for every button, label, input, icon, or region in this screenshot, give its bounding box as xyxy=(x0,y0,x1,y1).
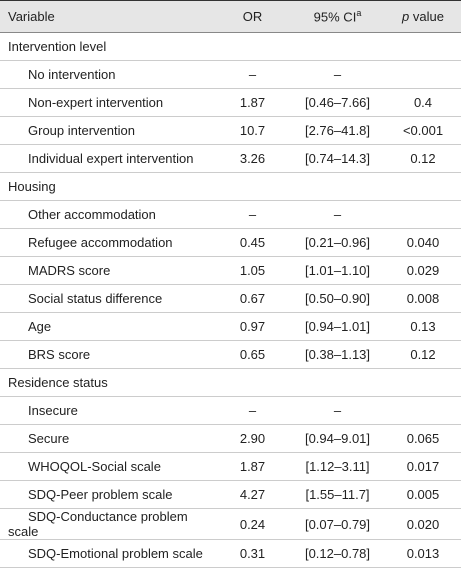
ci-cell: – xyxy=(290,200,385,229)
data-row: No intervention – – xyxy=(0,60,461,89)
header-cell: 95% CIa xyxy=(290,0,385,33)
data-row: Individual expert intervention 3.26 [0.74–… xyxy=(0,144,461,173)
or-cell: 1.87 xyxy=(215,452,290,481)
data-row: Insecure – – xyxy=(0,396,461,425)
or-cell: 1.05 xyxy=(215,256,290,285)
or-cell: 10.7 xyxy=(215,116,290,145)
or-cell: – xyxy=(215,200,290,229)
header-text: 95% CI xyxy=(313,9,357,25)
data-row: BRS score 0.65 [0.38–1.13] 0.12 xyxy=(0,340,461,369)
p-cell: 0.065 xyxy=(385,424,461,453)
data-row: SDQ-Peer problem scale 4.27 [1.55–11.7] 0.0… xyxy=(0,480,461,509)
or-cell: 0.31 xyxy=(215,539,290,568)
data-row: MADRS score 1.05 [1.01–1.10] 0.029 xyxy=(0,256,461,285)
section-row: Intervention level xyxy=(0,32,461,61)
variable-cell: Other accommodation xyxy=(0,200,215,229)
variable-cell: Refugee accommodation xyxy=(0,228,215,257)
ci-cell: [0.94–9.01] xyxy=(290,424,385,453)
data-row: WHOQOL-Social scale 1.87 [1.12–3.11] 0.017 xyxy=(0,452,461,481)
section-row: Residence status xyxy=(0,368,461,397)
variable-cell: Insecure xyxy=(0,396,215,425)
header-text: value xyxy=(412,9,444,24)
ci-cell: [0.07–0.79] xyxy=(290,508,385,540)
p-cell: 0.020 xyxy=(385,508,461,540)
footnote-marker: a xyxy=(356,8,362,19)
p-cell: 0.017 xyxy=(385,452,461,481)
section-title: Housing xyxy=(0,172,461,201)
ci-cell: [0.94–1.01] xyxy=(290,312,385,341)
p-cell: 0.013 xyxy=(385,539,461,568)
or-cell: 3.26 xyxy=(215,144,290,173)
p-cell: 0.13 xyxy=(385,312,461,341)
ci-cell: [0.46–7.66] xyxy=(290,88,385,117)
or-cell: 1.87 xyxy=(215,88,290,117)
variable-cell: MADRS score xyxy=(0,256,215,285)
ci-cell: [0.50–0.90] xyxy=(290,284,385,313)
p-cell xyxy=(385,200,461,229)
p-cell: <0.001 xyxy=(385,116,461,145)
section-title: Intervention level xyxy=(0,32,461,61)
p-cell: 0.008 xyxy=(385,284,461,313)
data-row: Other accommodation – – xyxy=(0,200,461,229)
ci-cell: [0.38–1.13] xyxy=(290,340,385,369)
ci-cell: [1.12–3.11] xyxy=(290,452,385,481)
variable-cell: No intervention xyxy=(0,60,215,89)
or-cell: 4.27 xyxy=(215,480,290,509)
table-body: Intervention level No intervention – – Non-e… xyxy=(0,32,461,568)
variable-cell: Individual expert intervention xyxy=(0,144,215,173)
data-row: Non-expert intervention 1.87 [0.46–7.66] 0.… xyxy=(0,88,461,117)
p-cell: 0.040 xyxy=(385,228,461,257)
header-cell: p value xyxy=(385,0,461,33)
data-row: Refugee accommodation 0.45 [0.21–0.96] 0.04… xyxy=(0,228,461,257)
or-cell: – xyxy=(215,396,290,425)
section-row: Housing xyxy=(0,172,461,201)
ci-cell: [2.76–41.8] xyxy=(290,116,385,145)
header-cell: Variable xyxy=(0,0,215,33)
ci-cell: – xyxy=(290,396,385,425)
data-row: Secure 2.90 [0.94–9.01] 0.065 xyxy=(0,424,461,453)
variable-cell: Secure xyxy=(0,424,215,453)
p-cell: 0.12 xyxy=(385,144,461,173)
variable-cell: SDQ-Emotional problem scale xyxy=(0,539,215,568)
variable-cell: SDQ-Peer problem scale xyxy=(0,480,215,509)
ci-cell: [1.01–1.10] xyxy=(290,256,385,285)
ci-cell: [0.12–0.78] xyxy=(290,539,385,568)
p-cell: 0.4 xyxy=(385,88,461,117)
p-cell: 0.12 xyxy=(385,340,461,369)
ci-cell: [0.21–0.96] xyxy=(290,228,385,257)
header-italic: p xyxy=(402,9,410,24)
p-cell: 0.029 xyxy=(385,256,461,285)
section-title: Residence status xyxy=(0,368,461,397)
or-cell: 0.24 xyxy=(215,508,290,540)
variable-cell: SDQ-Conductance problem scale xyxy=(0,508,215,540)
data-row: SDQ-Emotional problem scale 0.31 [0.12–0.7… xyxy=(0,539,461,568)
header-cell: OR xyxy=(215,0,290,33)
data-row: Group intervention 10.7 [2.76–41.8] <0.001 xyxy=(0,116,461,145)
data-row: Social status difference 0.67 [0.50–0.90] 0… xyxy=(0,284,461,313)
p-cell xyxy=(385,60,461,89)
or-cell: 0.97 xyxy=(215,312,290,341)
p-cell: 0.005 xyxy=(385,480,461,509)
variable-cell: WHOQOL-Social scale xyxy=(0,452,215,481)
variable-cell: BRS score xyxy=(0,340,215,369)
or-cell: 0.67 xyxy=(215,284,290,313)
variable-cell: Age xyxy=(0,312,215,341)
or-cell: – xyxy=(215,60,290,89)
header-row: Variable OR 95% CIa p value xyxy=(0,0,461,33)
variable-cell: Group intervention xyxy=(0,116,215,145)
data-row: Age 0.97 [0.94–1.01] 0.13 xyxy=(0,312,461,341)
or-cell: 0.65 xyxy=(215,340,290,369)
ci-cell: [0.74–14.3] xyxy=(290,144,385,173)
or-cell: 0.45 xyxy=(215,228,290,257)
ci-cell: – xyxy=(290,60,385,89)
variable-cell: Non-expert intervention xyxy=(0,88,215,117)
p-cell xyxy=(385,396,461,425)
variable-cell: Social status difference xyxy=(0,284,215,313)
data-row: SDQ-Conductance problem scale 0.24 [0.07–0… xyxy=(0,508,461,540)
or-cell: 2.90 xyxy=(215,424,290,453)
ci-cell: [1.55–11.7] xyxy=(290,480,385,509)
